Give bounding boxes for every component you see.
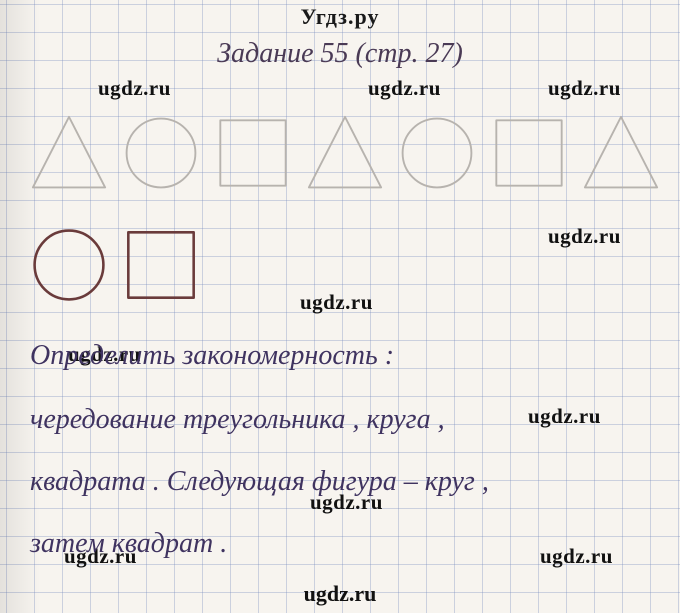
body-line-4: затем квадрат . [30, 514, 652, 574]
square-shape [210, 110, 296, 196]
exercise-title: Задание 55 (стр. 27) [0, 38, 680, 70]
watermark: ugdz.ru [98, 76, 171, 101]
triangle-shape [302, 110, 388, 196]
watermark: ugdz.ru [548, 76, 621, 101]
body-line-3: квадрата . Следующая фигура – круг , [30, 452, 652, 512]
pattern-row-given [26, 110, 664, 196]
body-line-2: чередование треугольника , круга , [30, 390, 652, 450]
circle-shape [394, 110, 480, 196]
square-shape [118, 222, 204, 308]
pattern-row-answer [26, 222, 204, 308]
triangle-shape [26, 110, 112, 196]
watermark: ugdz.ru [548, 224, 621, 249]
circle-shape [26, 222, 112, 308]
site-header: Угдз.ру [0, 4, 680, 30]
circle-shape [118, 110, 204, 196]
watermark: ugdz.ru [300, 290, 373, 315]
square-shape [486, 110, 572, 196]
triangle-shape [578, 110, 664, 196]
watermark: ugdz.ru [368, 76, 441, 101]
body-line-1: Определить закономерность : [30, 326, 652, 386]
footer-watermark: ugdz.ru [0, 581, 680, 607]
